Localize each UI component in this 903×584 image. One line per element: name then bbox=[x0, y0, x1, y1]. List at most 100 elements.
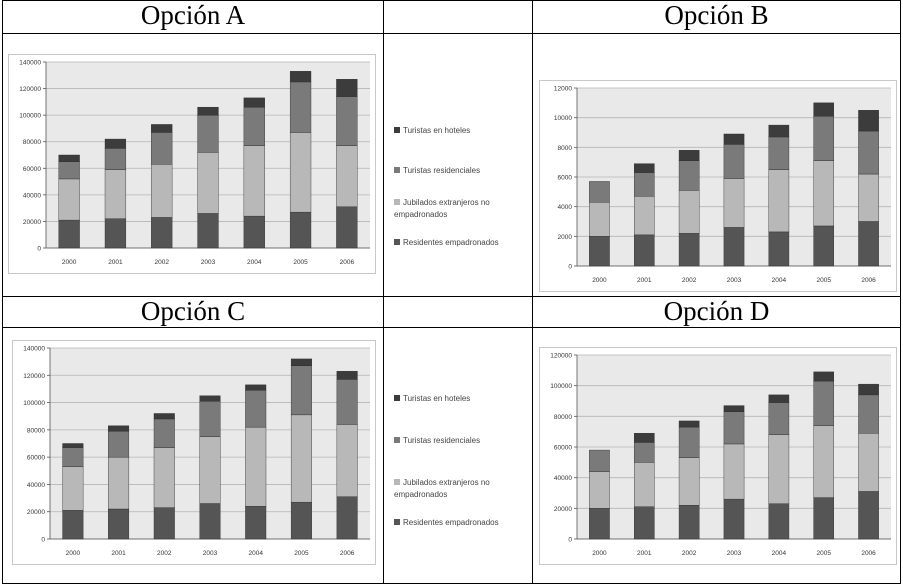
bar-segment bbox=[58, 178, 80, 221]
legend-swatch bbox=[394, 519, 400, 525]
bar-segment bbox=[768, 169, 790, 233]
legend-swatch bbox=[394, 127, 400, 133]
y-tick-label: 10000 bbox=[554, 115, 572, 122]
x-tick-label: 2003 bbox=[727, 550, 742, 557]
bar-segment bbox=[633, 196, 655, 236]
y-tick-label: 0 bbox=[37, 246, 41, 253]
bar-segment bbox=[723, 411, 745, 445]
header-option-c: Opción C bbox=[140, 296, 246, 326]
bar-segment bbox=[723, 405, 745, 412]
legend-swatch bbox=[394, 395, 400, 401]
bar-segment bbox=[768, 434, 790, 504]
bar-segment bbox=[589, 236, 610, 267]
bar-segment bbox=[589, 508, 610, 540]
bar-segment bbox=[858, 491, 879, 540]
bar-segment bbox=[813, 160, 835, 227]
bar-segment bbox=[245, 506, 267, 540]
y-tick-label: 40000 bbox=[23, 192, 41, 199]
bar-segment bbox=[336, 496, 358, 540]
legend-top: Turistas en hoteles Turistas residencial… bbox=[388, 125, 530, 265]
legend-label: Turistas en hoteles bbox=[403, 126, 471, 135]
bar-segment bbox=[678, 420, 700, 428]
x-tick-label: 2005 bbox=[294, 550, 309, 557]
x-tick-label: 2006 bbox=[340, 259, 355, 266]
x-tick-label: 2006 bbox=[861, 277, 876, 284]
bar-segment bbox=[768, 402, 790, 435]
bar-segment bbox=[678, 426, 700, 458]
bar-segment bbox=[199, 503, 221, 540]
legend-item: Turistas en hoteles bbox=[394, 393, 530, 405]
y-tick-label: 140000 bbox=[23, 346, 45, 353]
x-tick-label: 2001 bbox=[111, 550, 126, 557]
bar-segment bbox=[813, 425, 835, 498]
bar-segment bbox=[723, 144, 745, 179]
bar-segment bbox=[153, 447, 175, 508]
bar-segment bbox=[678, 190, 700, 234]
bar-segment bbox=[245, 390, 267, 428]
bar-segment bbox=[62, 447, 84, 467]
bar-segment bbox=[858, 221, 879, 267]
bar-segment bbox=[633, 462, 655, 508]
legend-label: Residentes empadronados bbox=[403, 518, 499, 527]
y-tick-label: 20000 bbox=[27, 509, 45, 516]
x-tick-label: 2004 bbox=[772, 277, 787, 284]
legend-item: Turistas en hoteles bbox=[394, 125, 530, 137]
bar-segment bbox=[58, 161, 80, 180]
bar-segment bbox=[336, 424, 358, 497]
bar-segment bbox=[151, 217, 173, 249]
bar-segment bbox=[858, 130, 879, 175]
y-tick-label: 80000 bbox=[27, 427, 45, 434]
bar-segment bbox=[245, 384, 267, 391]
bar-segment bbox=[62, 466, 84, 511]
y-tick-label: 60000 bbox=[23, 166, 41, 173]
y-tick-label: 40000 bbox=[554, 475, 572, 482]
legend-swatch bbox=[394, 479, 400, 485]
bar-segment bbox=[723, 178, 745, 228]
x-tick-label: 2003 bbox=[727, 277, 742, 284]
bar-segment bbox=[858, 432, 879, 492]
bar-segment bbox=[151, 124, 173, 133]
bar-segment bbox=[813, 497, 835, 540]
bar-segment bbox=[813, 225, 835, 267]
bar-segment bbox=[290, 365, 312, 416]
bar-segment bbox=[336, 379, 358, 425]
x-tick-label: 2000 bbox=[62, 259, 77, 266]
legend-item: Jubilados extranjeros no empadronados bbox=[394, 477, 530, 501]
bar-segment bbox=[62, 510, 84, 540]
bar-segment bbox=[199, 395, 221, 402]
bar-segment bbox=[290, 414, 312, 503]
bar-segment bbox=[108, 425, 130, 432]
legend-swatch bbox=[394, 167, 400, 173]
y-tick-label: 8000 bbox=[558, 145, 573, 152]
bar-segment bbox=[336, 145, 358, 208]
x-tick-label: 2004 bbox=[772, 550, 787, 557]
legend-label: Turistas en hoteles bbox=[403, 394, 471, 403]
bar-segment bbox=[336, 206, 358, 249]
y-tick-label: 100000 bbox=[550, 383, 572, 390]
bar-segment bbox=[62, 443, 84, 448]
bar-segment bbox=[723, 443, 745, 500]
x-tick-label: 2004 bbox=[247, 259, 262, 266]
bar-segment bbox=[290, 358, 312, 366]
bar-segment bbox=[108, 508, 130, 540]
bar-segment bbox=[58, 154, 80, 162]
legend-label: Turistas residenciales bbox=[403, 436, 481, 445]
header-cell-middle-top bbox=[383, 0, 533, 34]
y-tick-label: 120000 bbox=[23, 373, 45, 380]
chart-option-d: 0 20000 40000 60000 80000 100000 120000 2000 200… bbox=[539, 347, 897, 565]
bar-segment bbox=[289, 211, 312, 249]
header-option-d: Opción D bbox=[663, 296, 770, 326]
legend-label: Jubilados extranjeros no empadronados bbox=[394, 478, 490, 499]
x-tick-label: 2005 bbox=[293, 259, 308, 266]
x-tick-label: 2000 bbox=[592, 550, 607, 557]
bar-segment bbox=[678, 457, 700, 506]
bar-segment bbox=[104, 148, 127, 170]
bar-segment bbox=[678, 505, 700, 540]
y-tick-label: 100000 bbox=[23, 400, 45, 407]
legend-item: Turistas residenciales bbox=[394, 435, 530, 447]
legend-swatch bbox=[394, 239, 400, 245]
legend-bottom: Turistas en hoteles Turistas residencial… bbox=[388, 393, 530, 543]
bar-segment bbox=[633, 163, 655, 173]
bar-segment bbox=[633, 506, 655, 540]
x-tick-label: 2001 bbox=[637, 277, 652, 284]
